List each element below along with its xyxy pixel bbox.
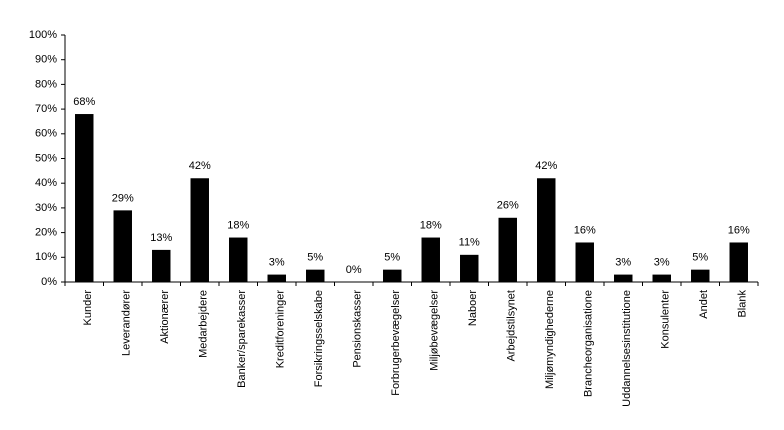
value-label: 18% [227,219,249,231]
x-tick-label: Pensionskasser [352,290,364,368]
y-tick-label: 50% [35,152,57,164]
bar [113,210,132,282]
x-tick-label: Blank [737,290,749,318]
y-tick-label: 70% [35,103,57,115]
bar [229,237,248,282]
x-tick-label: Forbrugerbevægelser [390,290,402,396]
bar [691,269,710,282]
x-tick-label: Banker/sparekasser [236,290,248,388]
bar [537,178,556,282]
y-tick-label: 40% [35,177,57,189]
bar [460,254,479,282]
bar [190,178,209,282]
bar [729,242,748,282]
y-tick-label: 0% [41,276,57,288]
value-label: 16% [728,224,750,236]
x-tick-label: Miljømyndighederne [544,290,556,389]
bar [614,274,633,282]
value-label: 5% [384,252,400,264]
y-tick-label: 100% [29,29,57,41]
y-tick-label: 30% [35,202,57,214]
x-tick-label: Naboer [467,290,479,326]
x-tick-label: Konsulenter [660,290,672,349]
value-label: 42% [535,160,557,172]
bar [498,217,517,282]
value-label: 5% [692,252,708,264]
value-label: 13% [150,232,172,244]
bar [652,274,671,282]
value-label: 68% [73,96,95,108]
bar [421,237,440,282]
y-tick-label: 90% [35,54,57,66]
x-tick-label: Kreditforeninger [275,290,287,369]
x-tick-label: Brancheorganisatione [583,290,595,397]
bar [75,114,94,282]
y-tick-label: 80% [35,78,57,90]
bar [152,249,171,282]
y-tick-label: 60% [35,128,57,140]
value-label: 16% [574,224,596,236]
bar [575,242,594,282]
x-tick-label: Arbejdstilsynet [506,290,518,362]
value-label: 5% [307,252,323,264]
value-label: 42% [189,160,211,172]
value-label: 0% [346,264,362,276]
value-label: 26% [497,200,519,212]
bar [383,269,402,282]
x-tick-label: Uddannelsesinstitutione [621,290,633,407]
x-tick-label: Miljøbevægelser [429,290,441,371]
bar [306,269,325,282]
value-label: 3% [615,256,631,268]
x-tick-label: Kunder [82,290,94,326]
bar [267,274,286,282]
y-tick-label: 20% [35,227,57,239]
x-tick-label: Andet [698,290,710,319]
x-tick-label: Medarbejdere [198,290,210,358]
value-label: 3% [654,256,670,268]
x-tick-label: Leverandører [121,290,133,356]
value-label: 3% [269,256,285,268]
value-label: 18% [420,219,442,231]
x-tick-label: Forsikringsselskabe [313,290,325,387]
value-label: 11% [459,237,480,249]
x-tick-label: Aktionærer [159,290,171,344]
y-tick-label: 10% [35,251,57,263]
value-label: 29% [112,192,134,204]
